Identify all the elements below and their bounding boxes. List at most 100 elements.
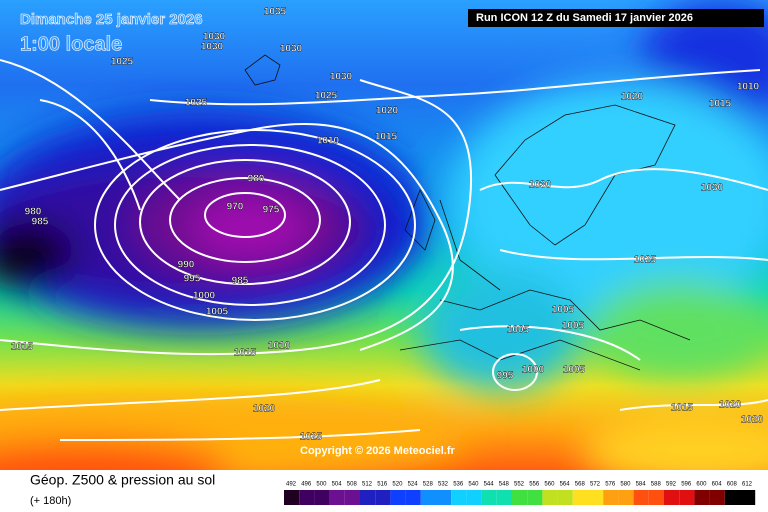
isobar-label: 980	[25, 207, 42, 218]
legend-label: 560	[544, 482, 555, 488]
legend-swatch	[542, 490, 558, 505]
isobar-label: 980	[248, 174, 265, 185]
legend-label: 584	[636, 482, 647, 488]
isobar-label: 985	[32, 217, 49, 228]
legend-label: 612	[742, 482, 753, 488]
field	[0, 0, 768, 500]
isobar-label: 1005	[507, 325, 530, 336]
isobar-label: 1025	[315, 91, 338, 102]
isobar-label: 1020	[719, 400, 742, 411]
isobar-label: 1005	[552, 305, 575, 316]
legend-label: 508	[347, 482, 358, 488]
legend-swatch	[451, 490, 467, 505]
legend-swatch	[724, 490, 740, 505]
legend-swatch	[405, 490, 421, 505]
legend-swatch	[496, 490, 512, 505]
legend-swatch	[436, 490, 452, 505]
isobar-label: 1005	[562, 321, 585, 332]
legend-label: 524	[408, 482, 419, 488]
legend-swatch	[375, 490, 391, 505]
isobar-label: 1020	[253, 404, 276, 415]
isobar-label: 1030	[203, 32, 226, 43]
isobar-label: 1005	[563, 365, 586, 376]
time: 1:00 locale	[20, 33, 122, 55]
copyright: Copyright © 2026 Meteociel.fr	[300, 445, 456, 457]
legend-label: 592	[666, 482, 677, 488]
legend-swatch	[527, 490, 543, 505]
legend-label: 540	[468, 482, 479, 488]
run: Run ICON 12 Z du Samedi 17 janvier 2026	[476, 12, 693, 24]
legend: 492 496 500 504 508 512 516 520 524 528 532 536 540 5…	[284, 482, 756, 505]
legend-swatch	[390, 490, 406, 505]
isobar-label: 1035	[264, 7, 287, 18]
legend-label: 588	[651, 482, 662, 488]
legend-label: 520	[392, 482, 403, 488]
legend-label: 552	[514, 482, 525, 488]
legend-swatch	[603, 490, 619, 505]
legend-label: 500	[316, 482, 327, 488]
legend-swatch	[360, 490, 376, 505]
legend-label: 608	[727, 482, 738, 488]
legend-swatch	[709, 490, 725, 505]
legend-swatch	[512, 490, 528, 505]
legend-label: 576	[605, 482, 616, 488]
legend-swatch	[740, 490, 756, 505]
legend-label: 496	[301, 482, 312, 488]
footer-title: Géop. Z500 & pression au sol	[30, 472, 215, 488]
legend-swatch	[557, 490, 573, 505]
isobar-label: 1015	[709, 99, 732, 110]
isobar-label: 1030	[529, 180, 552, 191]
legend-swatch	[299, 490, 315, 505]
legend-label: 536	[453, 482, 464, 488]
legend-swatch	[420, 490, 436, 505]
legend-label: 604	[712, 482, 723, 488]
date: Dimanche 25 janvier 2026	[20, 11, 203, 28]
isobar-label: 1000	[193, 291, 216, 302]
legend-label: 572	[590, 482, 601, 488]
legend-label: 532	[438, 482, 449, 488]
legend-label: 528	[423, 482, 434, 488]
isobars	[0, 59, 768, 441]
coastlines	[244, 54, 691, 371]
legend-swatch	[694, 490, 710, 505]
legend-swatch	[284, 490, 300, 505]
isobar-label: 985	[232, 276, 249, 287]
isobar-label: 1030	[201, 42, 224, 53]
isobar-label: 1015	[11, 342, 34, 353]
run-box	[468, 9, 764, 27]
isobar-label: 1025	[300, 432, 323, 443]
legend-label: 548	[499, 482, 510, 488]
isobar-label: 995	[497, 371, 514, 382]
isobar-label: 990	[178, 260, 195, 271]
isobar-label: 1015	[671, 403, 694, 414]
legend-swatch	[618, 490, 634, 505]
isobar-label: 1010	[317, 136, 340, 147]
isobar-label: 1025	[185, 98, 208, 109]
isobar-label: 1000	[522, 365, 545, 376]
isobar-label: 1020	[741, 415, 764, 426]
isobar-label: 1020	[621, 92, 644, 103]
legend-swatch	[572, 490, 588, 505]
isobar-label: 1025	[634, 255, 657, 266]
legend-swatch	[329, 490, 345, 505]
legend-swatch	[344, 490, 360, 505]
isobar-label: 1030	[330, 72, 353, 83]
isobar-label: 1015	[234, 348, 257, 359]
isobar-label: 1005	[206, 307, 229, 318]
isobar-label: 1030	[280, 44, 303, 55]
isobar-labels: 1035103010301025103010301025102510201015…	[11, 6, 764, 443]
isobar-label: 1025	[111, 57, 134, 68]
isobar-label: 1015	[375, 132, 398, 143]
isobar-label: 1010	[737, 82, 760, 93]
isobar-label: 995	[184, 274, 201, 285]
legend-label: 600	[696, 482, 707, 488]
legend-label: 580	[620, 482, 631, 488]
footer-subtitle: (+ 180h)	[30, 495, 71, 507]
legend-label: 512	[362, 482, 373, 488]
isobar-label: 1030	[701, 183, 724, 194]
legend-swatch	[588, 490, 604, 505]
legend-label: 564	[560, 482, 571, 488]
legend-swatch	[481, 490, 497, 505]
isobar-label: 1020	[376, 106, 399, 117]
